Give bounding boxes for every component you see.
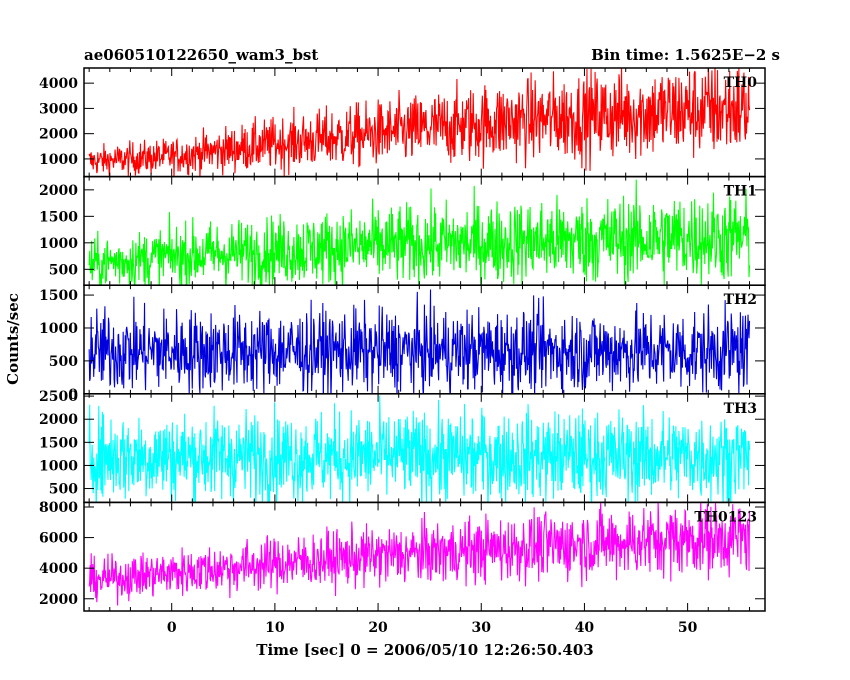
series-line-th1 — [88, 179, 751, 286]
y-tick-label: 2000 — [39, 412, 78, 428]
y-tick-label: 1500 — [39, 288, 78, 304]
y-tick-label: 500 — [49, 354, 78, 370]
chart-title-left: ae060510122650_wam3_bst — [84, 46, 318, 64]
y-tick-label: 4000 — [39, 561, 78, 577]
chart-title-right: Bin time: 1.5625E−2 s — [591, 46, 780, 64]
y-tick-label: 500 — [49, 262, 78, 278]
series-line-th0 — [88, 68, 751, 177]
panel-label-th2: TH2 — [724, 292, 757, 308]
panel-label-th3: TH3 — [724, 401, 757, 417]
y-tick-label: 2500 — [39, 389, 78, 405]
series-line-th2 — [88, 289, 751, 394]
panel-th0: 1000 2000 3000 4000 TH0 — [39, 67, 766, 178]
x-tick-label: 10 — [265, 620, 285, 636]
y-tick-label: 2000 — [39, 592, 78, 608]
x-tick-label: 40 — [575, 620, 595, 636]
y-tick-label: 1000 — [39, 152, 78, 168]
panel-label-th1: TH1 — [724, 184, 757, 200]
x-tick-label: 30 — [472, 620, 492, 636]
y-tick-label: 1000 — [39, 236, 78, 252]
y-tick-label: 2000 — [39, 127, 78, 143]
y-tick-label: 0 — [68, 387, 78, 403]
y-tick-label: 2000 — [39, 183, 78, 199]
x-axis: 0 10 20 30 40 50 — [167, 620, 698, 636]
series-line-th3 — [88, 395, 751, 503]
panel-label-th0: TH0 — [724, 75, 758, 91]
y-tick-label: 500 — [49, 482, 78, 498]
panel-th3: 500 1000 1500 2000 2500 TH3 — [39, 389, 766, 504]
panel-frame — [83, 501, 766, 612]
y-tick-label: 1500 — [39, 435, 78, 451]
x-axis-label: Time [sec] 0 = 2006/05/10 12:26:50.403 — [256, 641, 593, 659]
panel-label-th0123: TH0123 — [694, 509, 757, 525]
x-tick-label: 20 — [368, 620, 388, 636]
series-line-th0123 — [88, 502, 751, 606]
panel-th0123: 2000 4000 6000 8000 TH0123 — [39, 500, 766, 612]
y-tick-label: 8000 — [39, 500, 78, 516]
y-tick-label: 6000 — [39, 531, 78, 547]
y-tick-label: 4000 — [39, 76, 78, 92]
x-tick-label: 0 — [167, 620, 177, 636]
y-tick-label: 1500 — [39, 209, 78, 225]
y-tick-label: 1000 — [39, 458, 78, 474]
y-tick-label: 1000 — [39, 321, 78, 337]
panel-th1: 500 1000 1500 2000 TH1 — [39, 175, 766, 286]
x-tick-label: 50 — [678, 620, 698, 636]
y-tick-label: 3000 — [39, 101, 78, 117]
y-axis-label: Counts/sec — [4, 293, 22, 385]
